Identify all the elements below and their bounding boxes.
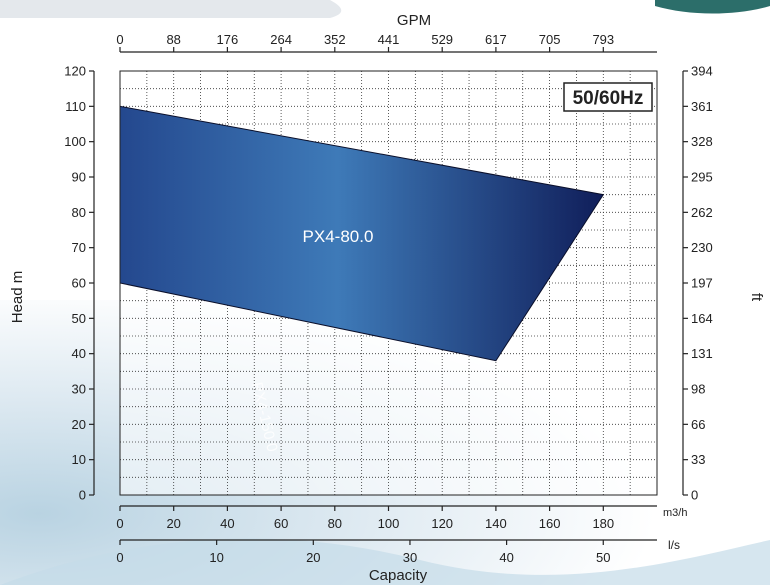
right-tick-label: 262 [691,205,713,220]
bottom-secondary-tick-label: 10 [209,550,223,565]
right-axis-title: ft [748,293,765,302]
left-tick-label: 40 [72,346,86,361]
bottom-secondary-tick-label: 30 [403,550,417,565]
plot-frame [119,70,658,496]
right-tick-label: 230 [691,240,713,255]
frequency-badge: 50/60Hz [573,88,644,109]
left-tick-label: 60 [72,276,86,291]
bottom-secondary-unit: l/s [668,538,680,552]
top-tick-label: 264 [270,32,292,47]
right-tick-label: 0 [691,488,698,503]
right-tick-label: 98 [691,382,705,397]
left-axis-title: Head m [9,271,26,324]
bottom-primary-tick-label: 0 [116,516,123,531]
frequency-badge-box [563,82,653,112]
left-tick-label: 70 [72,240,86,255]
bottom-secondary-tick-label: 20 [306,550,320,565]
right-tick-label: 361 [691,99,713,114]
left-tick-label: 50 [72,311,86,326]
top-tick-label: 176 [217,32,239,47]
bottom-secondary-tick-label: 50 [596,550,610,565]
bottom-primary-tick-label: 140 [485,516,507,531]
left-tick-label: 10 [72,452,86,467]
left-tick-label: 110 [65,99,86,114]
bottom-primary-tick-label: 80 [328,516,342,531]
bottom-secondary-tick-label: 0 [116,550,123,565]
left-tick-label: 30 [72,382,86,397]
top-tick-label: 617 [485,32,507,47]
left-tick-label: 20 [72,417,86,432]
top-tick-label: 352 [324,32,346,47]
bottom-secondary-tick-label: 40 [499,550,513,565]
left-tick-label: 120 [64,64,86,79]
left-tick-label: 90 [72,170,86,185]
bottom-primary-tick-label: 100 [378,516,400,531]
axes: 0102030405060708090100110120033669813116… [64,32,712,565]
bottom-primary-tick-label: 60 [274,516,288,531]
right-tick-label: 394 [691,64,713,79]
curve-label: PX4-80.0 [303,227,374,246]
right-tick-label: 295 [691,170,713,185]
right-tick-label: 131 [691,346,713,361]
top-tick-label: 441 [378,32,400,47]
top-axis-title: GPM [397,12,431,29]
top-tick-label: 0 [116,32,123,47]
header-accent-shape [655,0,770,14]
right-tick-label: 328 [691,134,713,149]
left-tick-label: 80 [72,205,86,220]
bottom-primary-tick-label: 120 [431,516,453,531]
bottom-primary-tick-label: 160 [539,516,561,531]
bottom-primary-tick-label: 180 [592,516,614,531]
bottom-primary-unit: m3/h [663,507,687,519]
left-tick-label: 100 [64,134,86,149]
top-tick-label: 793 [592,32,614,47]
left-tick-label: 0 [79,488,86,503]
top-tick-label: 88 [166,32,180,47]
bottom-primary-tick-label: 40 [220,516,234,531]
header-tab-shape [0,0,342,18]
right-tick-label: 197 [691,276,713,291]
bottom-primary-tick-label: 20 [166,516,180,531]
right-tick-label: 33 [691,452,705,467]
top-tick-label: 705 [539,32,561,47]
right-tick-label: 66 [691,417,705,432]
water-wave [0,538,770,585]
right-tick-label: 164 [691,311,713,326]
top-tick-label: 529 [431,32,453,47]
bottom-axis-title: Capacity [369,567,428,584]
